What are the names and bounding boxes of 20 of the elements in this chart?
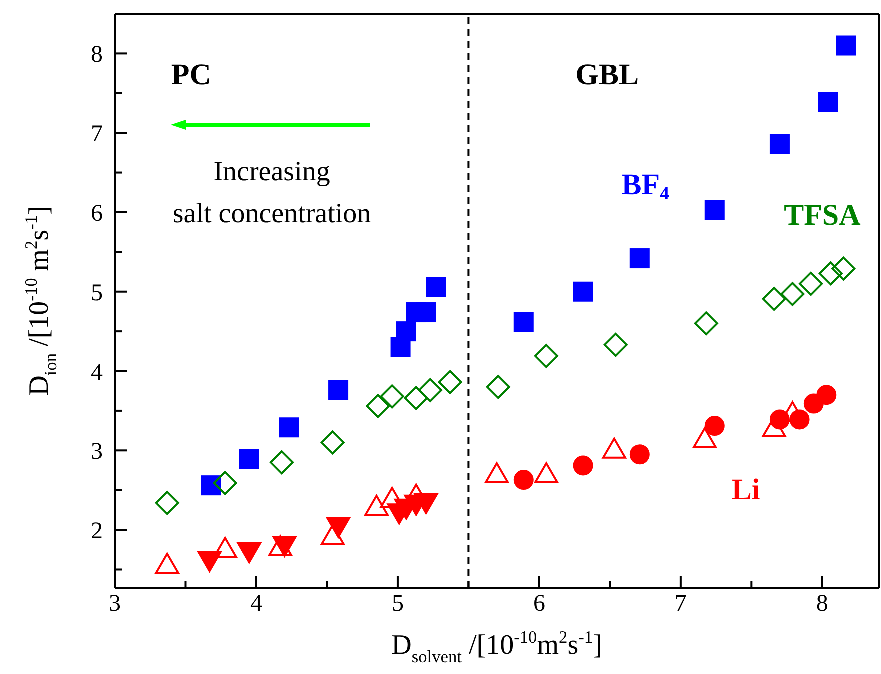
x-tick-label: 5 — [392, 591, 404, 618]
annotation: Increasing salt concentration — [172, 156, 372, 230]
y-tick-label: 8 — [91, 42, 103, 68]
series-label: TFSA — [784, 198, 862, 232]
x-tick-label: 4 — [250, 591, 262, 618]
text: D$_{solvent}$ /[10$^{-10}$m$^{2}$s$^{-1}$] — [392, 628, 602, 666]
y-tick-label: 5 — [91, 280, 103, 306]
annotation: GBL — [576, 58, 640, 91]
series-label: BF$_{4}$ — [622, 168, 670, 204]
y-tick-label: 2 — [91, 518, 103, 545]
x-tick-label: 7 — [674, 591, 687, 618]
y-tick-label: 4 — [91, 360, 103, 386]
x-tick-label: 6 — [533, 591, 546, 618]
x-tick-label: 8 — [816, 591, 828, 618]
series-label: Li — [732, 473, 760, 506]
y-tick-label: 6 — [91, 201, 103, 227]
x-tick-label: 3 — [109, 591, 121, 618]
y-tick-label: 3 — [91, 439, 103, 466]
annotation: PC — [171, 58, 212, 91]
y-tick-label: 7 — [91, 122, 103, 148]
